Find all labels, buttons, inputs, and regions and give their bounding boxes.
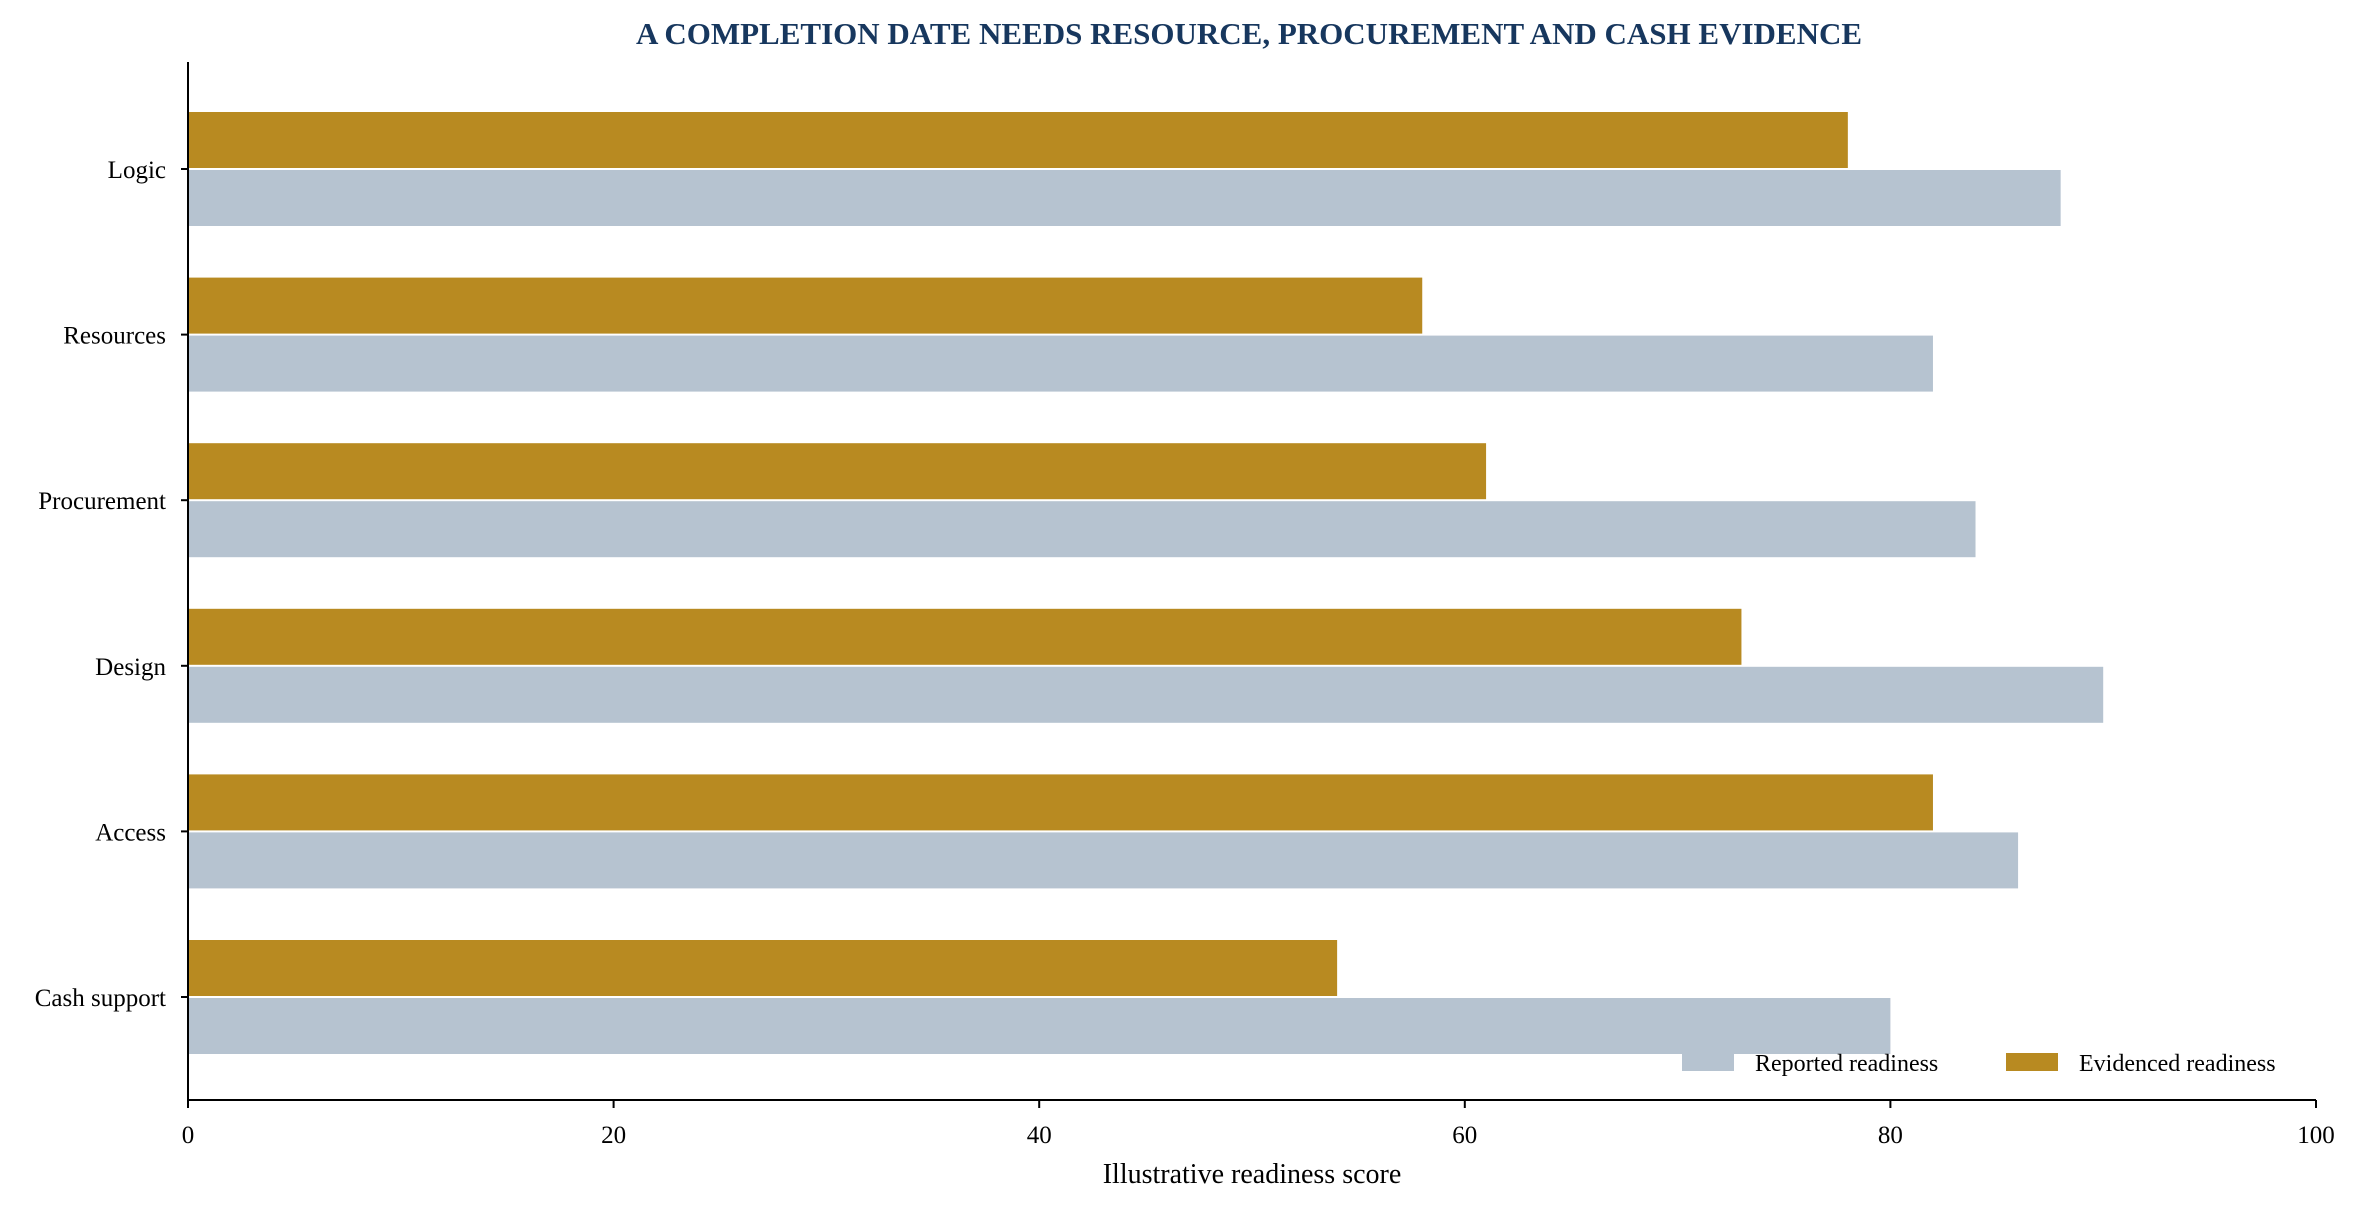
- y-category-labels: Logic Resources Procurement Design Access Cas…: [35, 157, 188, 1012]
- chart-title: A COMPLETION DATE NEEDS RESOURCE, PROCUR…: [636, 16, 1862, 51]
- y-label-logic: Logic: [108, 157, 166, 184]
- bar-evidenced-resources: [189, 277, 1423, 334]
- y-label-cash-support: Cash support: [35, 985, 166, 1012]
- x-tick-label-40: 40: [1027, 1122, 1052, 1149]
- bar-evidenced-logic: [189, 112, 1848, 168]
- y-label-resources: Resources: [63, 323, 166, 350]
- y-label-design: Design: [95, 654, 166, 681]
- legend-label-reported-readiness: Reported readiness: [1755, 1051, 1938, 1077]
- bar-reported-logic: [189, 170, 2061, 226]
- bar-reported-procurement: [189, 501, 1976, 558]
- bar-reported-design: [189, 666, 2104, 723]
- x-tick-label-20: 20: [601, 1122, 626, 1149]
- bars-layer: [189, 112, 2104, 1054]
- x-tick-label-60: 60: [1452, 1122, 1477, 1149]
- x-axis-title: Illustrative readiness score: [1103, 1159, 1402, 1190]
- x-tick-label-80: 80: [1878, 1122, 1903, 1149]
- legend-swatch-reported-readiness: [1682, 1053, 1734, 1071]
- bar-reported-cash-support: [189, 998, 1891, 1054]
- legend-swatch-evidenced-readiness: [2006, 1053, 2058, 1071]
- bar-reported-resources: [189, 335, 1933, 392]
- x-tick-labels: 0 20 40 60 80 100: [182, 1100, 2335, 1149]
- y-label-access: Access: [95, 819, 166, 846]
- x-tick-label-0: 0: [182, 1122, 195, 1149]
- bar-reported-access: [189, 832, 2019, 889]
- x-tick-label-100: 100: [2297, 1122, 2335, 1149]
- legend: Reported readiness Evidenced readiness: [1682, 1051, 2276, 1077]
- bar-evidenced-cash-support: [189, 940, 1338, 996]
- bar-evidenced-access: [189, 774, 1933, 831]
- bar-evidenced-procurement: [189, 443, 1487, 500]
- bar-evidenced-design: [189, 608, 1742, 665]
- y-label-procurement: Procurement: [38, 488, 166, 515]
- legend-label-evidenced-readiness: Evidenced readiness: [2079, 1051, 2276, 1077]
